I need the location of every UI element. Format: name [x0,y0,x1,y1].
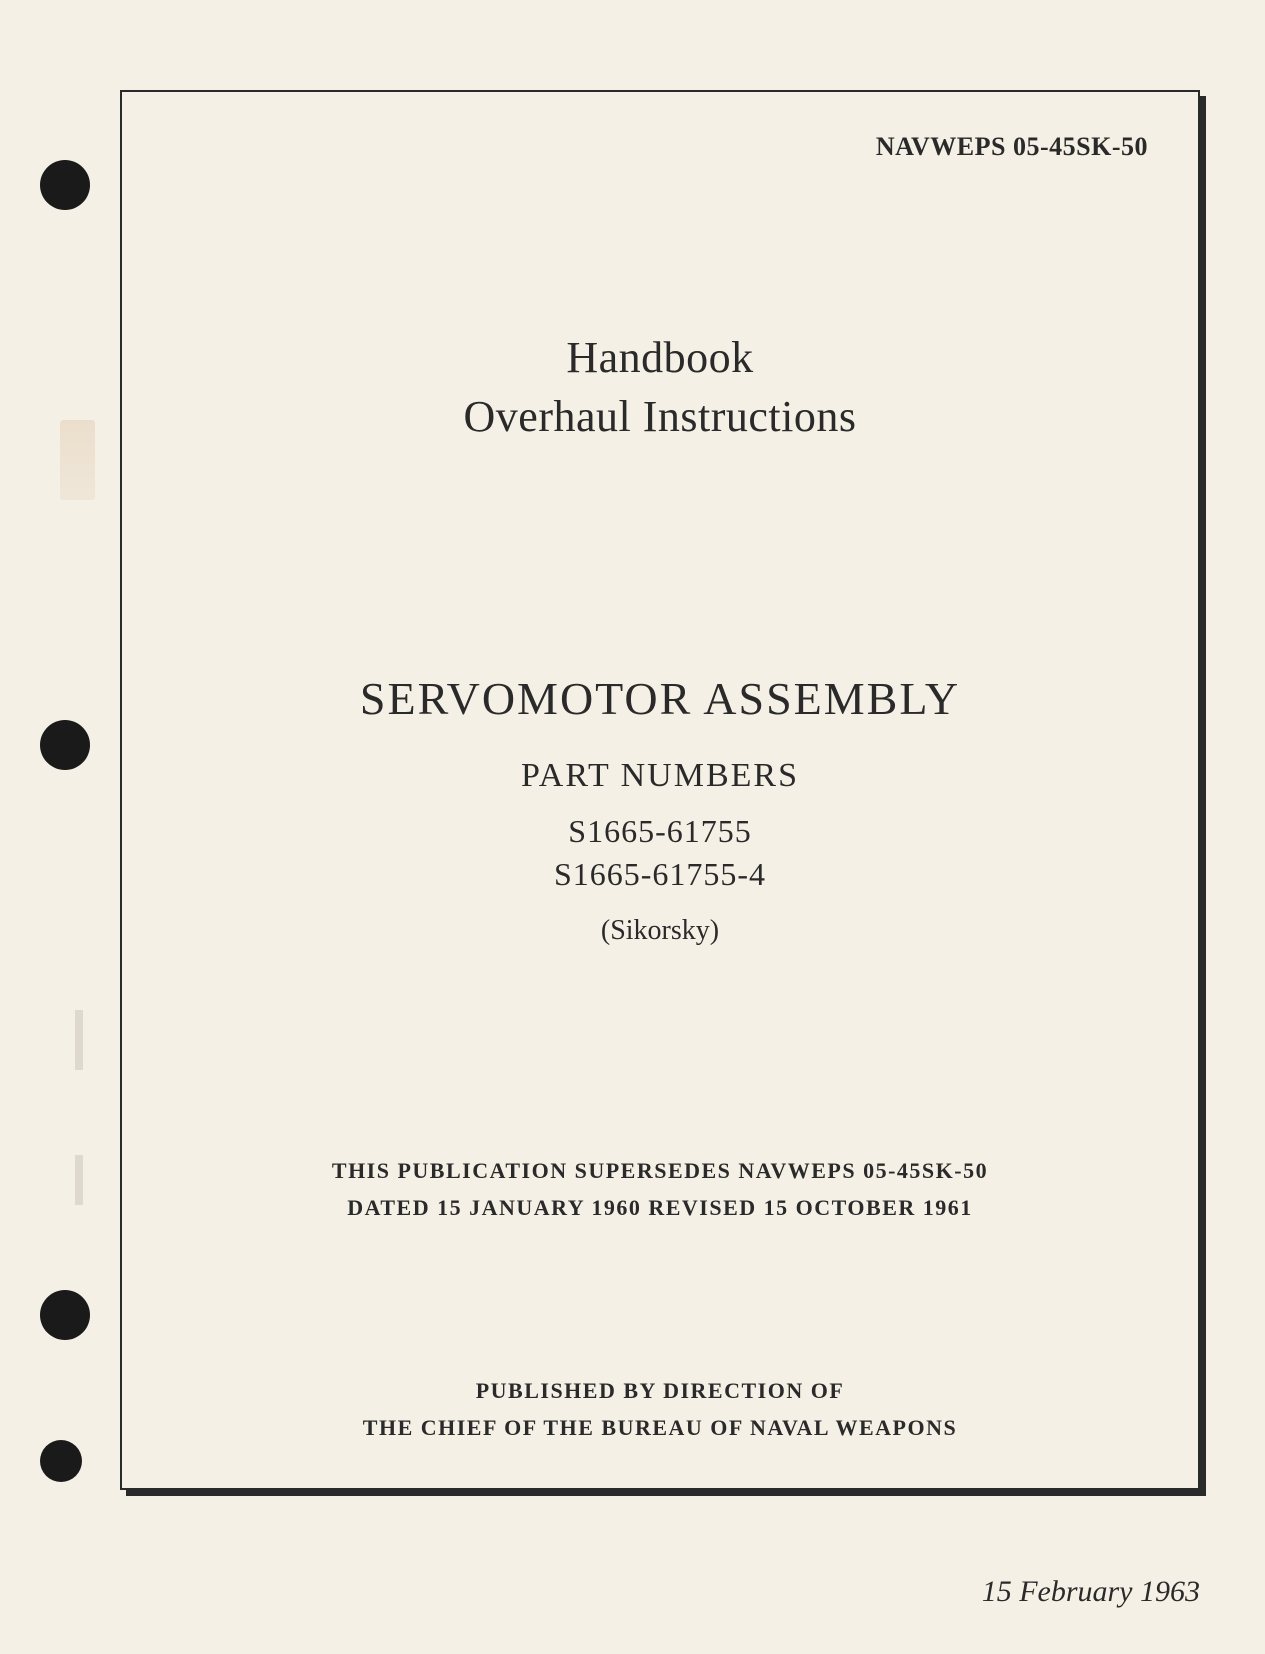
part-number-2: S1665-61755-4 [122,856,1198,893]
document-frame: NAVWEPS 05-45SK-50 Handbook Overhaul Ins… [120,90,1200,1490]
hole-punch-icon [40,1440,82,1482]
overhaul-instructions-label: Overhaul Instructions [122,391,1198,442]
published-text-line2: THE CHIEF OF THE BUREAU OF NAVAL WEAPONS [122,1409,1198,1446]
supersedes-text-line1: THIS PUBLICATION SUPERSEDES NAVWEPS 05-4… [122,1152,1198,1189]
supersedes-text-line2: DATED 15 JANUARY 1960 REVISED 15 OCTOBER… [122,1189,1198,1226]
document-number: NAVWEPS 05-45SK-50 [876,132,1148,162]
page-stain-mark [60,420,95,500]
handbook-title-section: Handbook Overhaul Instructions [122,332,1198,442]
handbook-label: Handbook [122,332,1198,383]
published-text-line1: PUBLISHED BY DIRECTION OF [122,1372,1198,1409]
supersedes-section: THIS PUBLICATION SUPERSEDES NAVWEPS 05-4… [122,1152,1198,1227]
part-numbers-section: PART NUMBERS S1665-61755 S1665-61755-4 (… [122,757,1198,947]
page-mark [75,1155,83,1205]
manufacturer-label: (Sikorsky) [122,915,1198,947]
document-page: NAVWEPS 05-45SK-50 Handbook Overhaul Ins… [0,0,1265,1654]
hole-punch-icon [40,720,90,770]
date-footer: 15 February 1963 [982,1575,1200,1609]
part-number-1: S1665-61755 [122,813,1198,850]
published-section: PUBLISHED BY DIRECTION OF THE CHIEF OF T… [122,1372,1198,1447]
main-title: SERVOMOTOR ASSEMBLY [122,672,1198,725]
hole-punch-icon [40,1290,90,1340]
hole-punch-icon [40,160,90,210]
part-numbers-label: PART NUMBERS [122,757,1198,795]
page-mark [75,1010,83,1070]
